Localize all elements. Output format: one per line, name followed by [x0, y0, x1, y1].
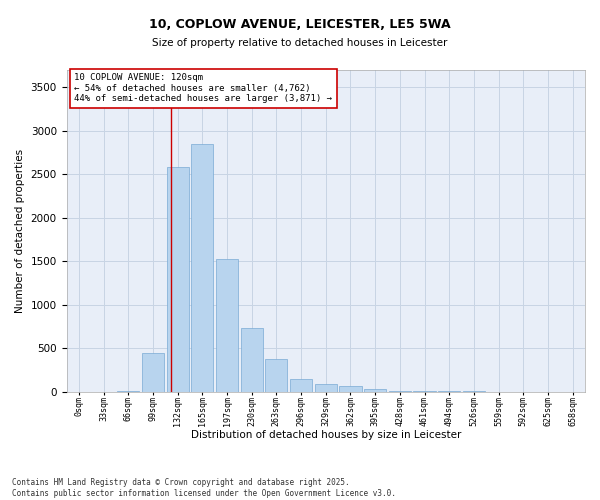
Bar: [389, 391, 411, 392]
Bar: [265, 359, 287, 392]
Bar: [216, 258, 238, 392]
X-axis label: Distribution of detached houses by size in Leicester: Distribution of detached houses by size …: [191, 430, 461, 440]
Y-axis label: Number of detached properties: Number of detached properties: [15, 149, 25, 313]
Bar: [241, 328, 263, 392]
Text: 10, COPLOW AVENUE, LEICESTER, LE5 5WA: 10, COPLOW AVENUE, LEICESTER, LE5 5WA: [149, 18, 451, 30]
Bar: [364, 389, 386, 392]
Bar: [191, 144, 214, 392]
Bar: [340, 386, 362, 392]
Bar: [142, 352, 164, 392]
Text: Size of property relative to detached houses in Leicester: Size of property relative to detached ho…: [152, 38, 448, 48]
Text: 10 COPLOW AVENUE: 120sqm
← 54% of detached houses are smaller (4,762)
44% of sem: 10 COPLOW AVENUE: 120sqm ← 54% of detach…: [74, 73, 332, 103]
Bar: [167, 168, 189, 392]
Text: Contains HM Land Registry data © Crown copyright and database right 2025.
Contai: Contains HM Land Registry data © Crown c…: [12, 478, 396, 498]
Bar: [314, 384, 337, 392]
Bar: [290, 378, 312, 392]
